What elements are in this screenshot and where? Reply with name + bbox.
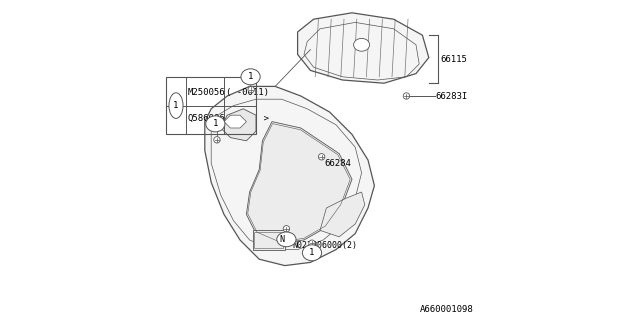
Text: 66284: 66284 <box>325 159 351 168</box>
Text: ( -0011): ( -0011) <box>226 88 269 97</box>
Circle shape <box>248 86 254 93</box>
Polygon shape <box>205 86 374 266</box>
Polygon shape <box>246 122 352 243</box>
Polygon shape <box>221 109 256 141</box>
Bar <box>253 230 285 250</box>
Text: M250056: M250056 <box>187 88 225 97</box>
Text: 66283I: 66283I <box>436 92 468 100</box>
Text: 1: 1 <box>248 72 253 81</box>
Circle shape <box>309 240 315 246</box>
Bar <box>254 232 283 248</box>
Text: N: N <box>280 235 285 244</box>
Circle shape <box>319 154 325 160</box>
Text: 1: 1 <box>309 248 315 257</box>
Ellipse shape <box>241 69 260 85</box>
Polygon shape <box>224 115 246 128</box>
Text: 1: 1 <box>173 101 179 110</box>
Ellipse shape <box>276 232 296 247</box>
Circle shape <box>403 93 410 99</box>
Text: Q586006: Q586006 <box>187 114 225 123</box>
Circle shape <box>283 226 289 232</box>
Polygon shape <box>320 192 365 237</box>
Text: N023906000(2): N023906000(2) <box>292 241 358 250</box>
Ellipse shape <box>302 245 322 261</box>
Ellipse shape <box>169 93 183 118</box>
Ellipse shape <box>206 116 225 132</box>
Bar <box>166 77 256 134</box>
Text: <0012- >: <0012- > <box>226 114 269 123</box>
Ellipse shape <box>354 38 370 51</box>
Text: 66115: 66115 <box>440 55 467 64</box>
Text: 1: 1 <box>212 119 218 128</box>
Text: A660001098: A660001098 <box>420 305 474 314</box>
Circle shape <box>214 137 220 143</box>
Polygon shape <box>298 13 429 83</box>
